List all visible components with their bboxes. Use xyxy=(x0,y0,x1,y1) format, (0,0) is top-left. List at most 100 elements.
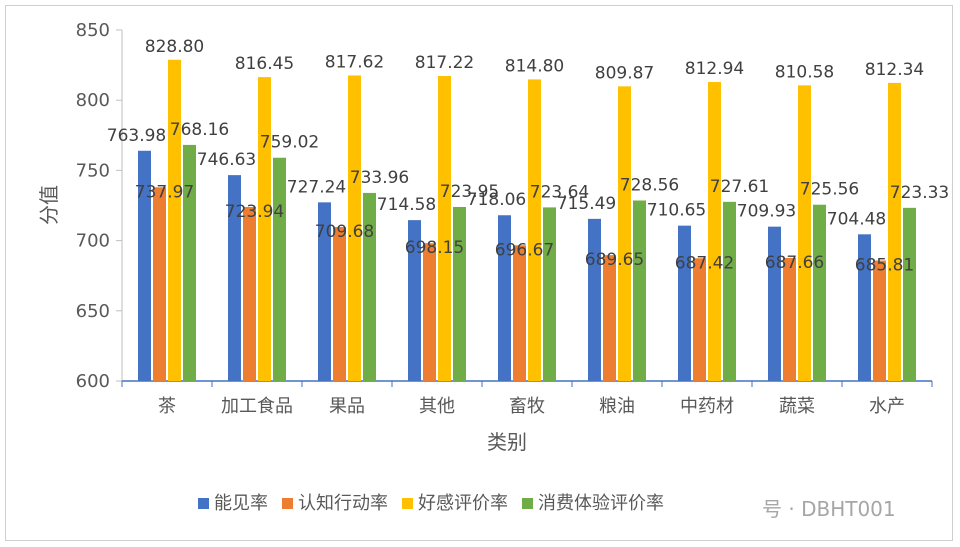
data-label: 709.68 xyxy=(315,222,374,242)
data-label: 727.61 xyxy=(710,177,769,197)
bar xyxy=(693,258,706,381)
bar xyxy=(783,257,796,381)
watermark-text: 号 · DBHT001 xyxy=(762,497,896,521)
x-tick-label: 加工食品 xyxy=(221,396,293,417)
data-label: 814.80 xyxy=(505,56,564,76)
bar xyxy=(138,150,151,381)
bar xyxy=(543,207,556,381)
x-tick-label: 蔬菜 xyxy=(779,396,815,417)
y-tick-label: 800 xyxy=(76,90,110,111)
bar xyxy=(333,227,346,381)
legend-swatch xyxy=(198,498,209,509)
y-axis-title: 分值 xyxy=(37,185,61,225)
bar xyxy=(888,82,901,382)
data-label: 727.24 xyxy=(287,177,346,197)
y-tick-label: 650 xyxy=(76,301,110,322)
data-label: 737.97 xyxy=(135,182,194,202)
legend-label: 消费体验评价率 xyxy=(538,493,664,514)
bar xyxy=(243,206,256,381)
data-label: 768.16 xyxy=(170,120,229,140)
bar xyxy=(618,86,631,381)
bar xyxy=(603,255,616,381)
data-label: 696.67 xyxy=(495,240,554,260)
bar xyxy=(228,175,241,381)
x-tick-label: 粮油 xyxy=(599,396,635,417)
bar xyxy=(183,144,196,381)
bar xyxy=(498,215,511,381)
data-label: 733.96 xyxy=(350,168,409,188)
x-tick-label: 其他 xyxy=(419,396,455,417)
bar xyxy=(513,245,526,381)
data-label: 689.65 xyxy=(585,250,644,270)
data-label: 687.66 xyxy=(765,253,824,273)
data-label: 714.58 xyxy=(377,195,436,215)
legend-label: 认知行动率 xyxy=(298,493,388,514)
bar xyxy=(318,202,331,381)
data-label: 817.62 xyxy=(325,52,384,72)
data-label: 812.34 xyxy=(865,60,924,80)
data-label: 685.81 xyxy=(855,256,914,276)
bar xyxy=(273,157,286,381)
data-label: 723.94 xyxy=(225,202,284,222)
y-tick-label: 850 xyxy=(76,20,110,41)
legend: 能见率 认知行动率 好感评价率 消费体验评价率 xyxy=(198,493,664,514)
legend-swatch xyxy=(522,498,533,509)
data-label: 810.58 xyxy=(775,62,834,82)
bar xyxy=(168,59,181,381)
data-label: 812.94 xyxy=(685,59,744,79)
data-label: 817.22 xyxy=(415,53,474,73)
bar xyxy=(453,206,466,381)
data-label: 698.15 xyxy=(405,238,464,258)
bar xyxy=(153,187,166,381)
data-label: 816.45 xyxy=(235,54,294,74)
bars xyxy=(138,59,916,382)
data-label: 809.87 xyxy=(595,63,654,83)
bar xyxy=(633,200,646,381)
legend-swatch xyxy=(282,498,293,509)
bar xyxy=(438,76,451,381)
y-tick-label: 750 xyxy=(76,160,110,181)
data-label: 687.42 xyxy=(675,253,734,273)
data-label: 725.56 xyxy=(800,180,859,200)
bar xyxy=(258,77,271,382)
bar xyxy=(813,204,826,381)
data-label: 704.48 xyxy=(827,209,886,229)
data-label: 715.49 xyxy=(557,194,616,214)
bar xyxy=(678,225,691,381)
axes: 600 650 700 750 800 850 茶 加工食品 果品 其他 畜牧 粮油 中药材 蔬菜 水产 xyxy=(76,20,933,417)
data-label: 718.06 xyxy=(467,190,526,210)
data-label: 710.65 xyxy=(647,201,706,221)
data-label: 723.95 xyxy=(440,182,499,202)
y-tick-label: 700 xyxy=(76,231,110,252)
bar xyxy=(363,192,376,381)
bar xyxy=(873,260,886,381)
data-label: 709.93 xyxy=(737,202,796,222)
x-tick-label: 畜牧 xyxy=(509,396,545,417)
bar xyxy=(708,82,721,382)
bar xyxy=(588,218,601,381)
data-label: 746.63 xyxy=(197,150,256,170)
bar xyxy=(903,207,916,381)
x-tick-label: 果品 xyxy=(329,396,365,417)
bar xyxy=(723,201,736,381)
data-label: 763.98 xyxy=(107,126,166,146)
data-labels: 763.98 746.63 727.24 714.58 718.06 715.49 710.… xyxy=(107,37,949,276)
y-tick-label: 600 xyxy=(76,371,110,392)
data-label: 759.02 xyxy=(260,133,319,153)
data-label: 828.80 xyxy=(145,37,204,57)
x-tick-label: 中药材 xyxy=(680,396,734,417)
bar xyxy=(408,220,421,381)
data-label: 723.33 xyxy=(890,183,949,203)
bar xyxy=(528,79,541,381)
bar xyxy=(768,226,781,381)
legend-label: 好感评价率 xyxy=(418,493,508,514)
bar xyxy=(348,75,361,381)
bar xyxy=(798,85,811,382)
bar xyxy=(423,243,436,381)
data-label: 728.56 xyxy=(620,176,679,196)
x-axis-title: 类别 xyxy=(487,430,527,454)
x-tick-label: 水产 xyxy=(869,396,905,417)
data-label: 723.64 xyxy=(530,182,589,202)
bar xyxy=(858,234,871,381)
